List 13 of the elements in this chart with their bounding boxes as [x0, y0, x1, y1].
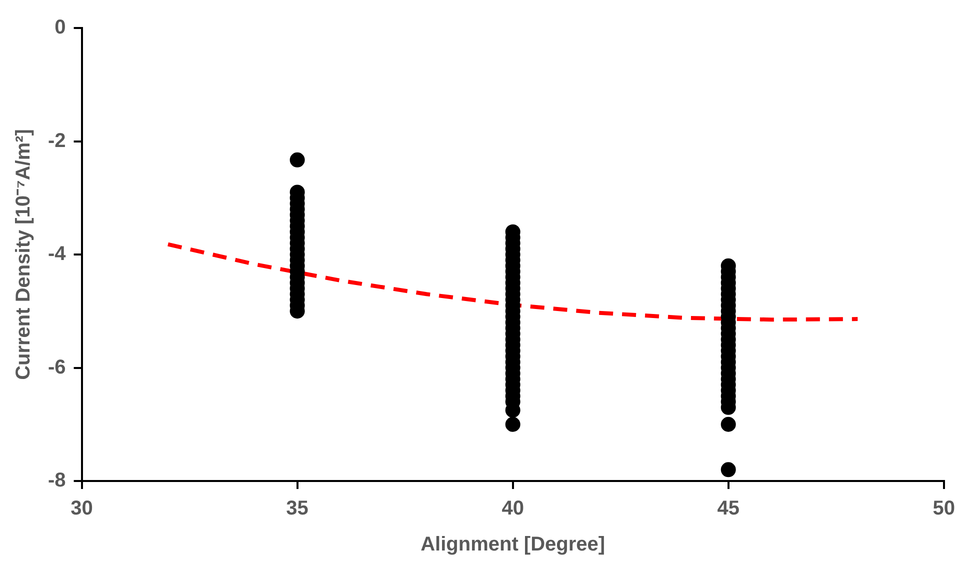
y-tick-label: -2	[48, 130, 66, 152]
y-tick-label: -6	[48, 356, 66, 378]
x-tick-label: 45	[717, 498, 740, 520]
line-series	[166, 242, 860, 322]
y-tick-label: 0	[54, 16, 66, 39]
x-tick-label: 30	[70, 498, 93, 520]
y-tick-label: -8	[48, 470, 66, 492]
y-tick-label: -4	[48, 243, 67, 266]
y-axis-title: Current Density [10⁻⁷A/m²]	[12, 129, 35, 380]
x-axis-title: Alignment [Degree]	[420, 534, 606, 556]
x-tick-label: 35	[286, 498, 308, 520]
x-tick-label: 50	[932, 498, 955, 520]
x-tick-label: 40	[502, 498, 524, 520]
